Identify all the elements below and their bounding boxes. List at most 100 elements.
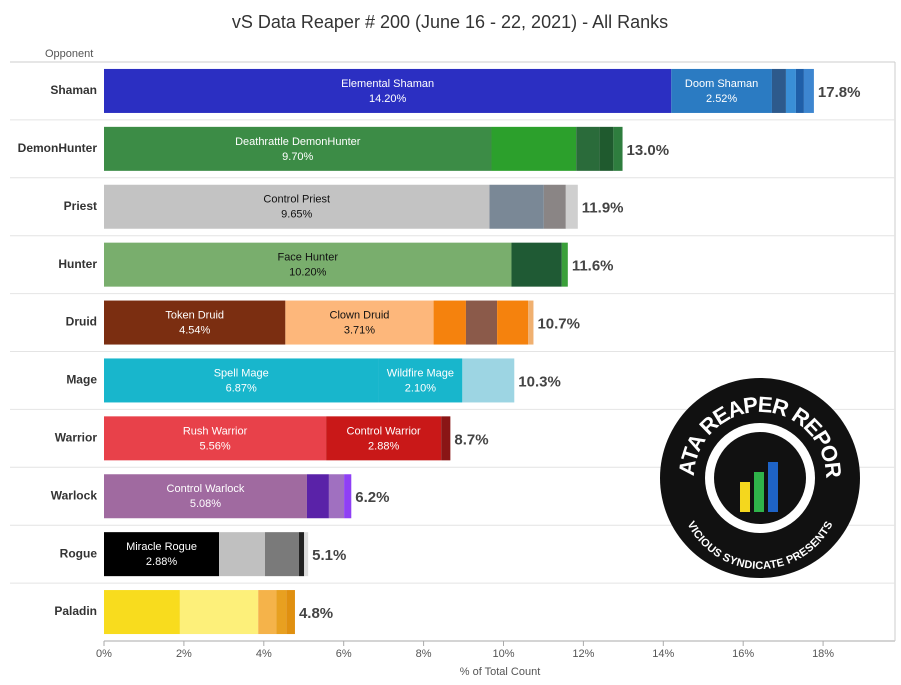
y-tick-label: Priest bbox=[64, 199, 97, 213]
bar-segment bbox=[285, 300, 434, 345]
total-label: 17.8% bbox=[818, 84, 861, 101]
bar-segment bbox=[104, 126, 492, 171]
total-label: 6.2% bbox=[355, 489, 389, 506]
segment-value: 2.88% bbox=[368, 440, 399, 452]
segment-value: 4.54% bbox=[179, 324, 210, 336]
segment-value: 5.08% bbox=[190, 498, 221, 510]
x-tick-label: 4% bbox=[256, 648, 272, 660]
bar-segment bbox=[298, 532, 305, 577]
bar-segment bbox=[511, 242, 562, 287]
x-tick-label: 12% bbox=[572, 648, 594, 660]
segment-value: 14.20% bbox=[369, 93, 407, 105]
logo-bar bbox=[754, 472, 764, 512]
segment-label: Elemental Shaman bbox=[341, 78, 434, 90]
bar-segment bbox=[104, 532, 220, 577]
bar-segment bbox=[613, 126, 623, 171]
segment-value: 9.65% bbox=[281, 209, 312, 221]
x-tick-label: 2% bbox=[176, 648, 192, 660]
bar-segment bbox=[104, 358, 379, 403]
y-tick-label: Shaman bbox=[50, 83, 97, 97]
segment-value: 2.88% bbox=[146, 556, 177, 568]
bar-segment bbox=[104, 590, 180, 635]
y-tick-label: Druid bbox=[66, 315, 97, 329]
bar-segment bbox=[104, 474, 307, 519]
segment-label: Miracle Rogue bbox=[126, 541, 197, 553]
bar-segment bbox=[286, 590, 295, 635]
y-tick-label: Rogue bbox=[60, 546, 98, 560]
segment-value: 9.70% bbox=[282, 151, 313, 163]
bar-segment bbox=[462, 358, 515, 403]
bar-segment bbox=[465, 300, 498, 345]
bar-segment bbox=[671, 68, 772, 113]
segment-value: 5.56% bbox=[199, 440, 230, 452]
logo-bar bbox=[768, 462, 778, 512]
bar-segment bbox=[219, 532, 265, 577]
total-label: 11.9% bbox=[582, 200, 624, 217]
segment-label: Control Warlock bbox=[167, 483, 245, 495]
y-tick-label: Paladin bbox=[54, 604, 97, 618]
segment-value: 6.87% bbox=[226, 382, 257, 394]
segment-label: Control Warrior bbox=[347, 425, 421, 437]
bar-segment bbox=[264, 532, 299, 577]
x-tick-label: 16% bbox=[732, 648, 754, 660]
bar-segment bbox=[304, 532, 309, 577]
x-tick-label: 10% bbox=[492, 648, 514, 660]
x-tick-label: 6% bbox=[336, 648, 352, 660]
y-tick-label: DemonHunter bbox=[18, 141, 98, 155]
total-label: 8.7% bbox=[454, 431, 488, 448]
y-tick-label: Hunter bbox=[58, 257, 97, 271]
bar-segment bbox=[179, 590, 259, 635]
x-tick-label: 8% bbox=[416, 648, 432, 660]
y-axis-label: Opponent bbox=[45, 48, 93, 60]
total-label: 5.1% bbox=[312, 547, 346, 564]
segment-label: Wildfire Mage bbox=[387, 367, 454, 379]
chart-title: vS Data Reaper # 200 (June 16 - 22, 2021… bbox=[232, 12, 668, 32]
bar-segment bbox=[565, 184, 578, 229]
bar-segment bbox=[104, 300, 286, 345]
bar-segment bbox=[491, 126, 577, 171]
segment-label: Clown Druid bbox=[330, 309, 390, 321]
bar-segment bbox=[433, 300, 466, 345]
segment-label: Deathrattle DemonHunter bbox=[235, 136, 361, 148]
total-label: 11.6% bbox=[572, 258, 614, 275]
x-axis-label: % of Total Count bbox=[460, 666, 541, 678]
segment-label: Spell Mage bbox=[214, 367, 269, 379]
x-tick-label: 14% bbox=[652, 648, 674, 660]
bar-segment bbox=[258, 590, 277, 635]
bar-segment bbox=[104, 68, 672, 113]
segment-label: Control Priest bbox=[263, 194, 330, 206]
x-tick-label: 0% bbox=[96, 648, 112, 660]
bar-segment bbox=[344, 474, 352, 519]
bar-segment bbox=[328, 474, 345, 519]
segment-value: 2.10% bbox=[405, 382, 436, 394]
bar-segment bbox=[576, 126, 600, 171]
bar-segment bbox=[543, 184, 566, 229]
bar-segment bbox=[489, 184, 544, 229]
bar-segment bbox=[771, 68, 786, 113]
bar-segment bbox=[104, 242, 512, 287]
bar-segment bbox=[528, 300, 534, 345]
bar-segment bbox=[497, 300, 529, 345]
bar-segment bbox=[276, 590, 287, 635]
bar-segment bbox=[785, 68, 796, 113]
y-tick-label: Mage bbox=[66, 373, 97, 387]
segment-value: 10.20% bbox=[289, 267, 327, 279]
bar-segment bbox=[599, 126, 614, 171]
total-label: 10.7% bbox=[537, 316, 580, 333]
bar-segment bbox=[803, 68, 814, 113]
segment-value: 3.71% bbox=[344, 324, 375, 336]
y-tick-label: Warlock bbox=[51, 488, 98, 502]
segment-value: 2.52% bbox=[706, 93, 737, 105]
bar-segment bbox=[306, 474, 329, 519]
logo-bar bbox=[740, 482, 750, 512]
logo: DATA REAPER REPORT VICIOUS SYNDICATE PRE… bbox=[660, 378, 860, 578]
total-label: 10.3% bbox=[518, 373, 561, 390]
bar-segment bbox=[104, 184, 490, 229]
segment-label: Token Druid bbox=[165, 309, 224, 321]
segment-label: Rush Warrior bbox=[183, 425, 248, 437]
bar-segment bbox=[326, 416, 442, 461]
bar-segment bbox=[561, 242, 568, 287]
total-label: 4.8% bbox=[299, 605, 333, 622]
bar-segment bbox=[795, 68, 804, 113]
